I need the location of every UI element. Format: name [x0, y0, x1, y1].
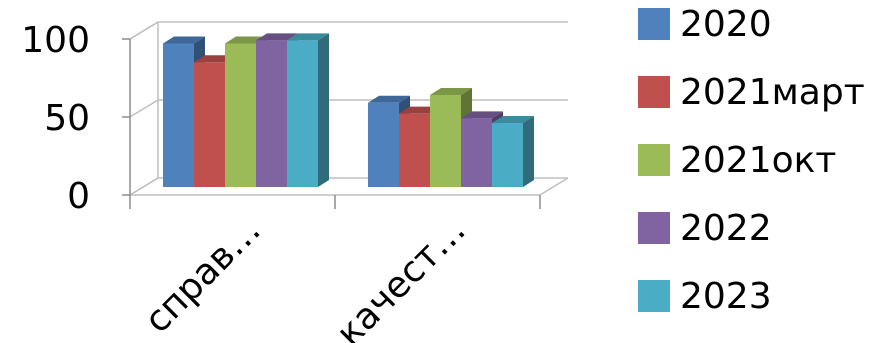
- y-tick-label: 100: [21, 20, 90, 61]
- legend-label: 2023: [680, 275, 772, 317]
- legend-label: 2021окт: [680, 139, 837, 181]
- legend-item: 2021март: [638, 71, 865, 113]
- legend-item: 2022: [638, 207, 772, 249]
- bar-front-face: [225, 43, 256, 188]
- y-tick-label: 50: [44, 98, 90, 139]
- bar-top-face: [287, 33, 329, 41]
- legend-swatch: [638, 76, 670, 108]
- legend-swatch: [638, 280, 670, 312]
- bar-2023-1: [287, 33, 329, 187]
- bar-front-face: [194, 62, 225, 188]
- legend-swatch: [638, 144, 670, 176]
- x-category-label: справ…: [137, 209, 269, 341]
- bar-front-face: [430, 94, 461, 187]
- legend-label: 2021март: [680, 71, 865, 113]
- bar-side-face: [523, 116, 534, 187]
- x-axis: справ… качест…: [129, 195, 541, 343]
- legend-item: 2021окт: [638, 139, 837, 181]
- bar-side-face: [318, 33, 329, 187]
- bar-top-face: [163, 36, 205, 44]
- bar-top-face: [492, 116, 534, 124]
- bar-front-face: [368, 102, 399, 187]
- chart-bars: [163, 33, 534, 188]
- bar-top-face: [430, 87, 472, 95]
- gridline-side: [129, 177, 159, 196]
- legend-label: 2022: [680, 207, 772, 249]
- bar-2023-2: [492, 116, 534, 187]
- bar-top-face: [368, 95, 410, 103]
- gridline-side: [129, 99, 159, 118]
- legend-swatch: [638, 8, 670, 40]
- bar-top-face: [461, 111, 503, 119]
- bar-top-face: [256, 33, 298, 41]
- floor-edge-right: [539, 177, 569, 196]
- bar-front-face: [256, 40, 287, 187]
- bar-front-face: [287, 40, 318, 187]
- chart-canvas: 0 50 100 справ… качест…: [21, 20, 569, 343]
- legend: 2020 2021март 2021окт 2022 2023: [638, 0, 884, 343]
- bar-front-face: [399, 113, 430, 187]
- x-category-label: качест…: [329, 209, 474, 343]
- legend-item: 2023: [638, 275, 772, 317]
- bar-front-face: [461, 118, 492, 187]
- bar-front-face: [492, 123, 523, 187]
- y-tick-label: 0: [67, 176, 90, 217]
- gridline-side: [129, 21, 159, 40]
- y-axis: 0 50 100: [21, 20, 131, 217]
- legend-swatch: [638, 212, 670, 244]
- legend-item: 2020: [638, 3, 772, 45]
- legend-label: 2020: [680, 3, 772, 45]
- bar-front-face: [163, 43, 194, 188]
